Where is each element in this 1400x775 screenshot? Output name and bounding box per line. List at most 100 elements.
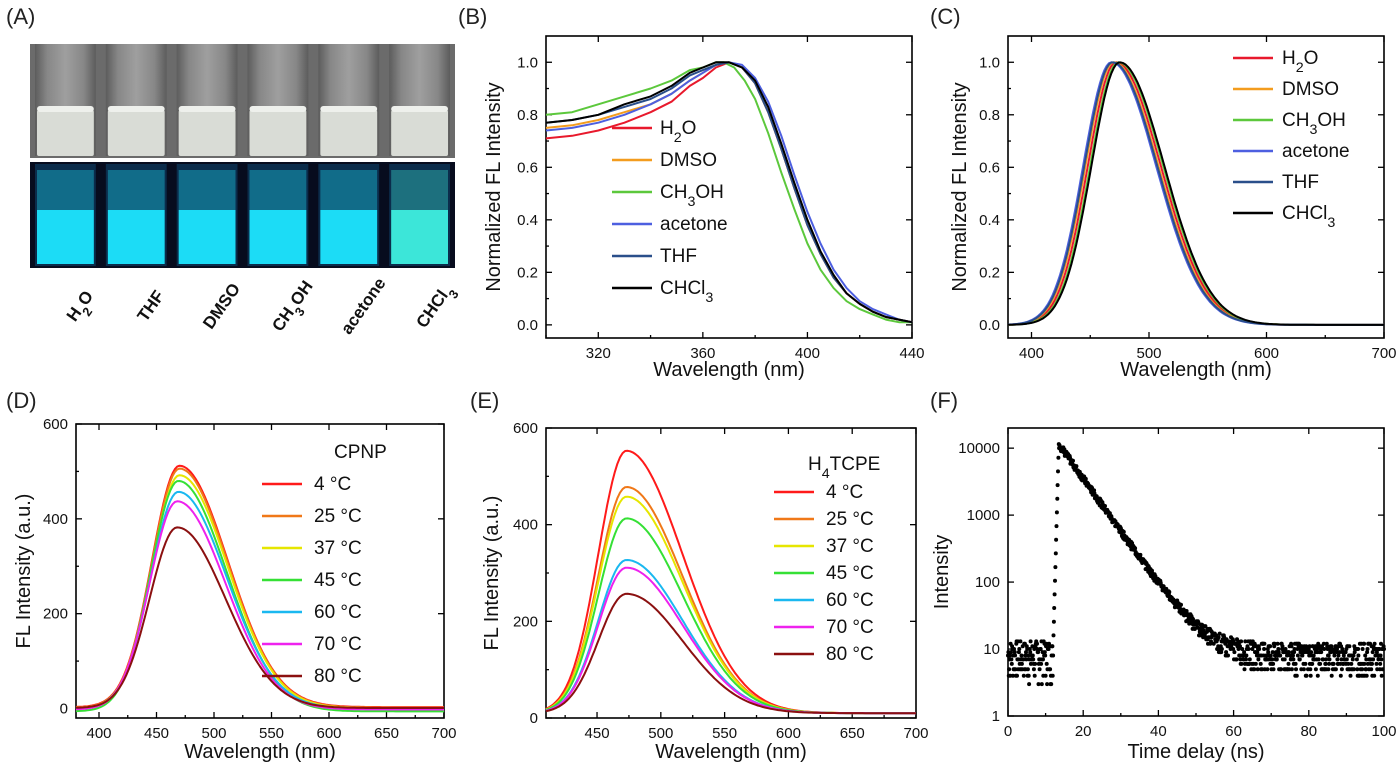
data-point bbox=[1333, 667, 1338, 672]
legend-label-0: H2O bbox=[1282, 48, 1318, 76]
data-point bbox=[1242, 667, 1247, 672]
uv-vial-upper-glow bbox=[320, 170, 378, 210]
data-point bbox=[1238, 644, 1242, 649]
uv-photo bbox=[30, 162, 455, 268]
data-point bbox=[1031, 657, 1036, 662]
data-point bbox=[1344, 657, 1349, 662]
data-point bbox=[1035, 647, 1040, 651]
data-point bbox=[1253, 661, 1258, 666]
data-point bbox=[1294, 673, 1299, 678]
data-point bbox=[1028, 650, 1033, 655]
data-point bbox=[1054, 537, 1059, 542]
chart-d: 400 450 500 550 600 650 7000200400600Wavelengt… bbox=[13, 416, 457, 763]
legend-label-2: CH3OH bbox=[1282, 110, 1346, 138]
data-point bbox=[1056, 455, 1061, 460]
data-point bbox=[1224, 650, 1229, 655]
chart-c: 400 500 600 700 0.0 0.2 0.4 0.6 0.8 1.0 Wavelength… bbox=[949, 35, 1397, 381]
x-tick-label: 400 bbox=[1019, 345, 1044, 362]
data-point bbox=[1030, 653, 1035, 658]
y-tick-label: 100 bbox=[975, 574, 1000, 591]
data-point bbox=[1323, 661, 1328, 666]
data-point bbox=[1270, 657, 1275, 662]
uv-vial-upper-glow bbox=[107, 170, 165, 210]
data-point bbox=[1018, 639, 1023, 644]
data-point bbox=[1293, 661, 1298, 666]
vial-suspension bbox=[107, 110, 165, 156]
data-point bbox=[1351, 653, 1356, 658]
data-point bbox=[1071, 458, 1075, 463]
data-point bbox=[1292, 650, 1297, 655]
x-tick-label: 20 bbox=[1075, 723, 1092, 740]
vial-meniscus bbox=[249, 106, 307, 112]
x-tick-label: 550 bbox=[712, 725, 737, 742]
x-tick-label: 700 bbox=[903, 725, 928, 742]
data-point bbox=[1351, 667, 1356, 672]
data-point bbox=[1083, 476, 1088, 481]
data-point bbox=[1044, 661, 1049, 666]
data-point bbox=[1052, 606, 1057, 610]
legend-label-6: 80 °C bbox=[314, 666, 362, 687]
x-tick-label: 650 bbox=[374, 725, 399, 742]
data-point bbox=[1327, 657, 1332, 662]
data-point bbox=[1278, 653, 1283, 658]
data-point bbox=[1153, 574, 1158, 579]
y-axis-title: FL Intensity (a.u.) bbox=[13, 494, 35, 649]
x-tick-label: 60 bbox=[1225, 723, 1242, 740]
data-point bbox=[1352, 650, 1357, 655]
data-point bbox=[1216, 635, 1221, 640]
data-point bbox=[1329, 673, 1334, 678]
data-point bbox=[1355, 667, 1360, 672]
data-point bbox=[1319, 650, 1324, 655]
uv-vial-upper-glow bbox=[249, 170, 307, 210]
y-tick-label: 1.0 bbox=[517, 54, 538, 71]
y-tick-label: 0.8 bbox=[517, 107, 538, 124]
data-point bbox=[1234, 657, 1239, 662]
legend-label-4: THF bbox=[660, 246, 697, 267]
data-point bbox=[1257, 647, 1262, 651]
data-point bbox=[1326, 653, 1331, 658]
legend-label-3: 45 °C bbox=[314, 570, 362, 591]
series-line-6 bbox=[545, 592, 916, 715]
data-point bbox=[1268, 653, 1273, 658]
plot-frame bbox=[75, 423, 445, 719]
data-point bbox=[1321, 641, 1326, 646]
data-point bbox=[1340, 647, 1345, 651]
data-point bbox=[1321, 657, 1326, 662]
x-axis-title: Wavelength (nm) bbox=[184, 741, 336, 763]
legend-label-1: DMSO bbox=[1282, 79, 1339, 100]
series-line-2 bbox=[76, 474, 444, 709]
vial-labels: H2O THF DMSO CH3OH acetone CHCl3 bbox=[63, 274, 461, 338]
data-point bbox=[1318, 661, 1323, 666]
data-point bbox=[1335, 657, 1340, 662]
y-axis-title: Normalized FL Intensity bbox=[483, 82, 505, 291]
y-tick-label: 0 bbox=[60, 701, 68, 718]
data-point bbox=[1050, 673, 1055, 678]
data-point bbox=[1262, 647, 1267, 651]
legend-label-5: CHCl3 bbox=[1282, 203, 1335, 231]
data-point bbox=[1255, 667, 1260, 672]
data-point bbox=[1282, 657, 1287, 662]
legend-label-0: 4 °C bbox=[826, 482, 863, 503]
data-point bbox=[1339, 667, 1344, 672]
data-point bbox=[1258, 661, 1263, 666]
data-point bbox=[1041, 657, 1045, 662]
x-tick-label: 450 bbox=[585, 725, 610, 742]
data-point bbox=[1370, 661, 1374, 666]
series-line-0 bbox=[545, 61, 913, 324]
uv-vial-upper-glow bbox=[178, 170, 236, 210]
data-point bbox=[1337, 650, 1342, 655]
data-point bbox=[1027, 682, 1032, 687]
legend-label-1: 25 °C bbox=[314, 506, 362, 527]
data-point bbox=[1271, 667, 1276, 672]
data-point bbox=[1348, 673, 1353, 678]
x-tick-label: 600 bbox=[316, 725, 341, 742]
data-point bbox=[1354, 657, 1359, 662]
legend-label-0: H2O bbox=[660, 118, 696, 146]
data-point bbox=[1024, 657, 1029, 662]
data-point bbox=[1326, 667, 1331, 672]
data-point bbox=[1310, 661, 1315, 666]
data-point bbox=[1276, 650, 1281, 655]
data-point bbox=[1026, 673, 1031, 678]
x-axis-title: Wavelength (nm) bbox=[653, 359, 805, 381]
